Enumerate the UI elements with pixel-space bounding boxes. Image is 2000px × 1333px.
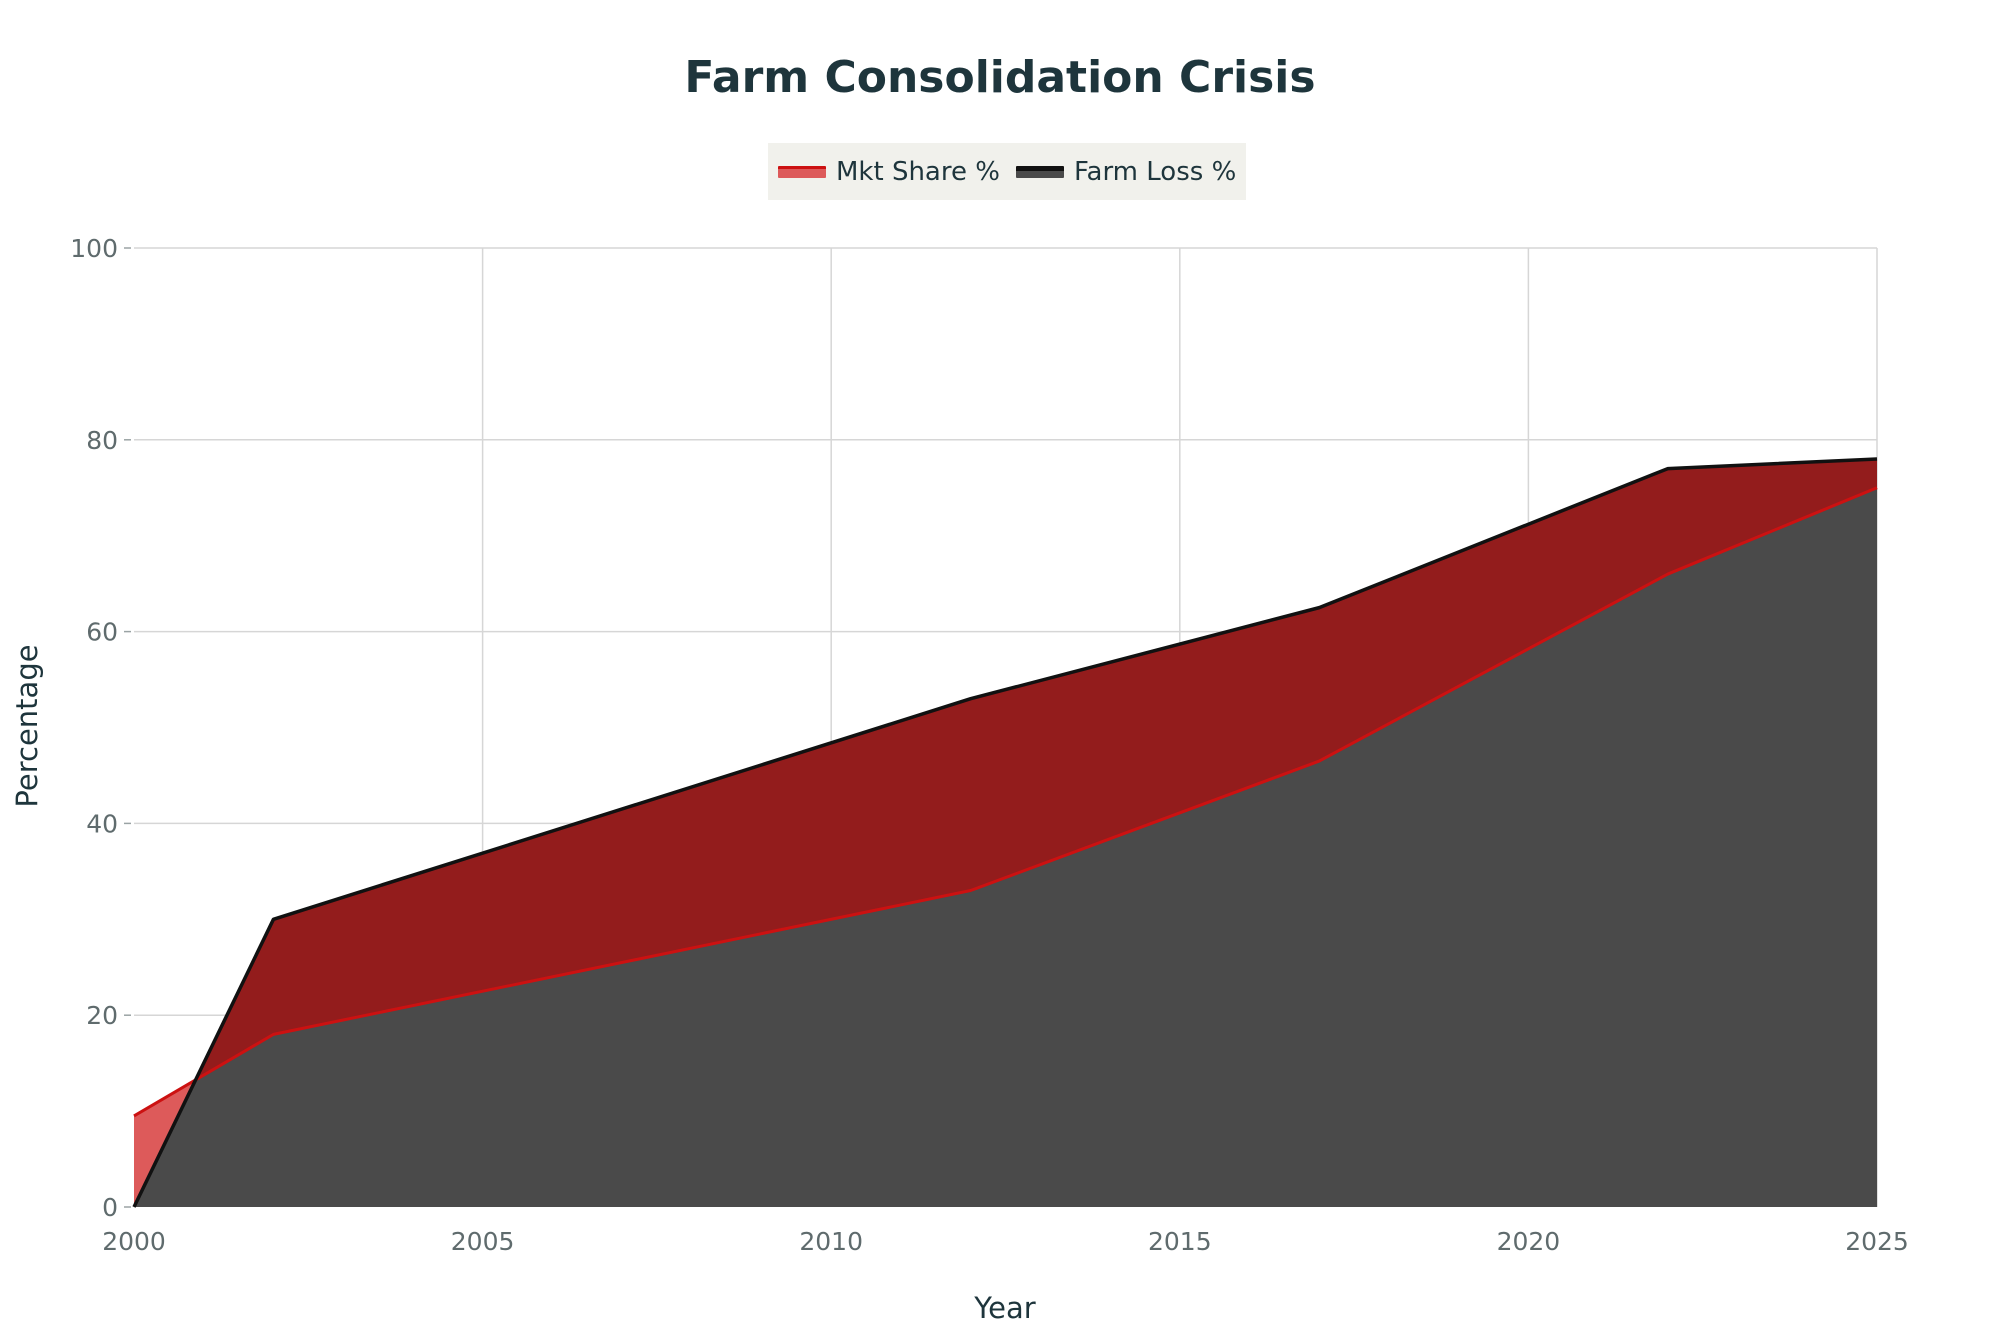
line-mkt-share bbox=[133, 486, 1878, 1118]
line-farm-loss bbox=[132, 457, 1878, 1208]
legend-label-farm-loss: Farm Loss % bbox=[1073, 156, 1237, 187]
x-tick-label-2005: 2005 bbox=[451, 1227, 515, 1256]
legend-item-mkt-share[interactable]: Mkt Share % bbox=[778, 157, 1000, 187]
legend-swatch-mkt-share bbox=[778, 165, 826, 178]
x-axis-title: Year bbox=[973, 1291, 1035, 1325]
y-tick-label-40: 40 bbox=[86, 809, 118, 838]
x-tick-label-2025: 2025 bbox=[1845, 1227, 1909, 1256]
plot-area bbox=[132, 457, 1878, 1208]
legend-label-mkt-share: Mkt Share % bbox=[836, 156, 1000, 187]
axis-ticks: 0 20 40 60 80 100 2000 2005 2010 2015 2020 2025 bbox=[70, 234, 1909, 1256]
x-tick-label-2010: 2010 bbox=[799, 1227, 863, 1256]
y-tick-label-0: 0 bbox=[102, 1193, 118, 1222]
x-tick-label-2020: 2020 bbox=[1497, 1227, 1561, 1256]
y-tick-label-80: 80 bbox=[86, 426, 118, 455]
x-tick-label-2000: 2000 bbox=[102, 1227, 166, 1256]
x-tick-label-2015: 2015 bbox=[1148, 1227, 1212, 1256]
legend-swatch-farm-loss bbox=[1015, 165, 1064, 178]
y-tick-label-100: 100 bbox=[70, 234, 118, 263]
y-tick-label-20: 20 bbox=[86, 1001, 118, 1030]
legend-item-farm-loss[interactable]: Farm Loss % bbox=[1015, 156, 1237, 187]
chart-title: Farm Consolidation Crisis bbox=[684, 52, 1316, 103]
y-tick-label-60: 60 bbox=[86, 618, 118, 647]
y-axis-title: Percentage bbox=[10, 644, 44, 807]
legend: Mkt Share % Farm Loss % bbox=[768, 143, 1247, 200]
